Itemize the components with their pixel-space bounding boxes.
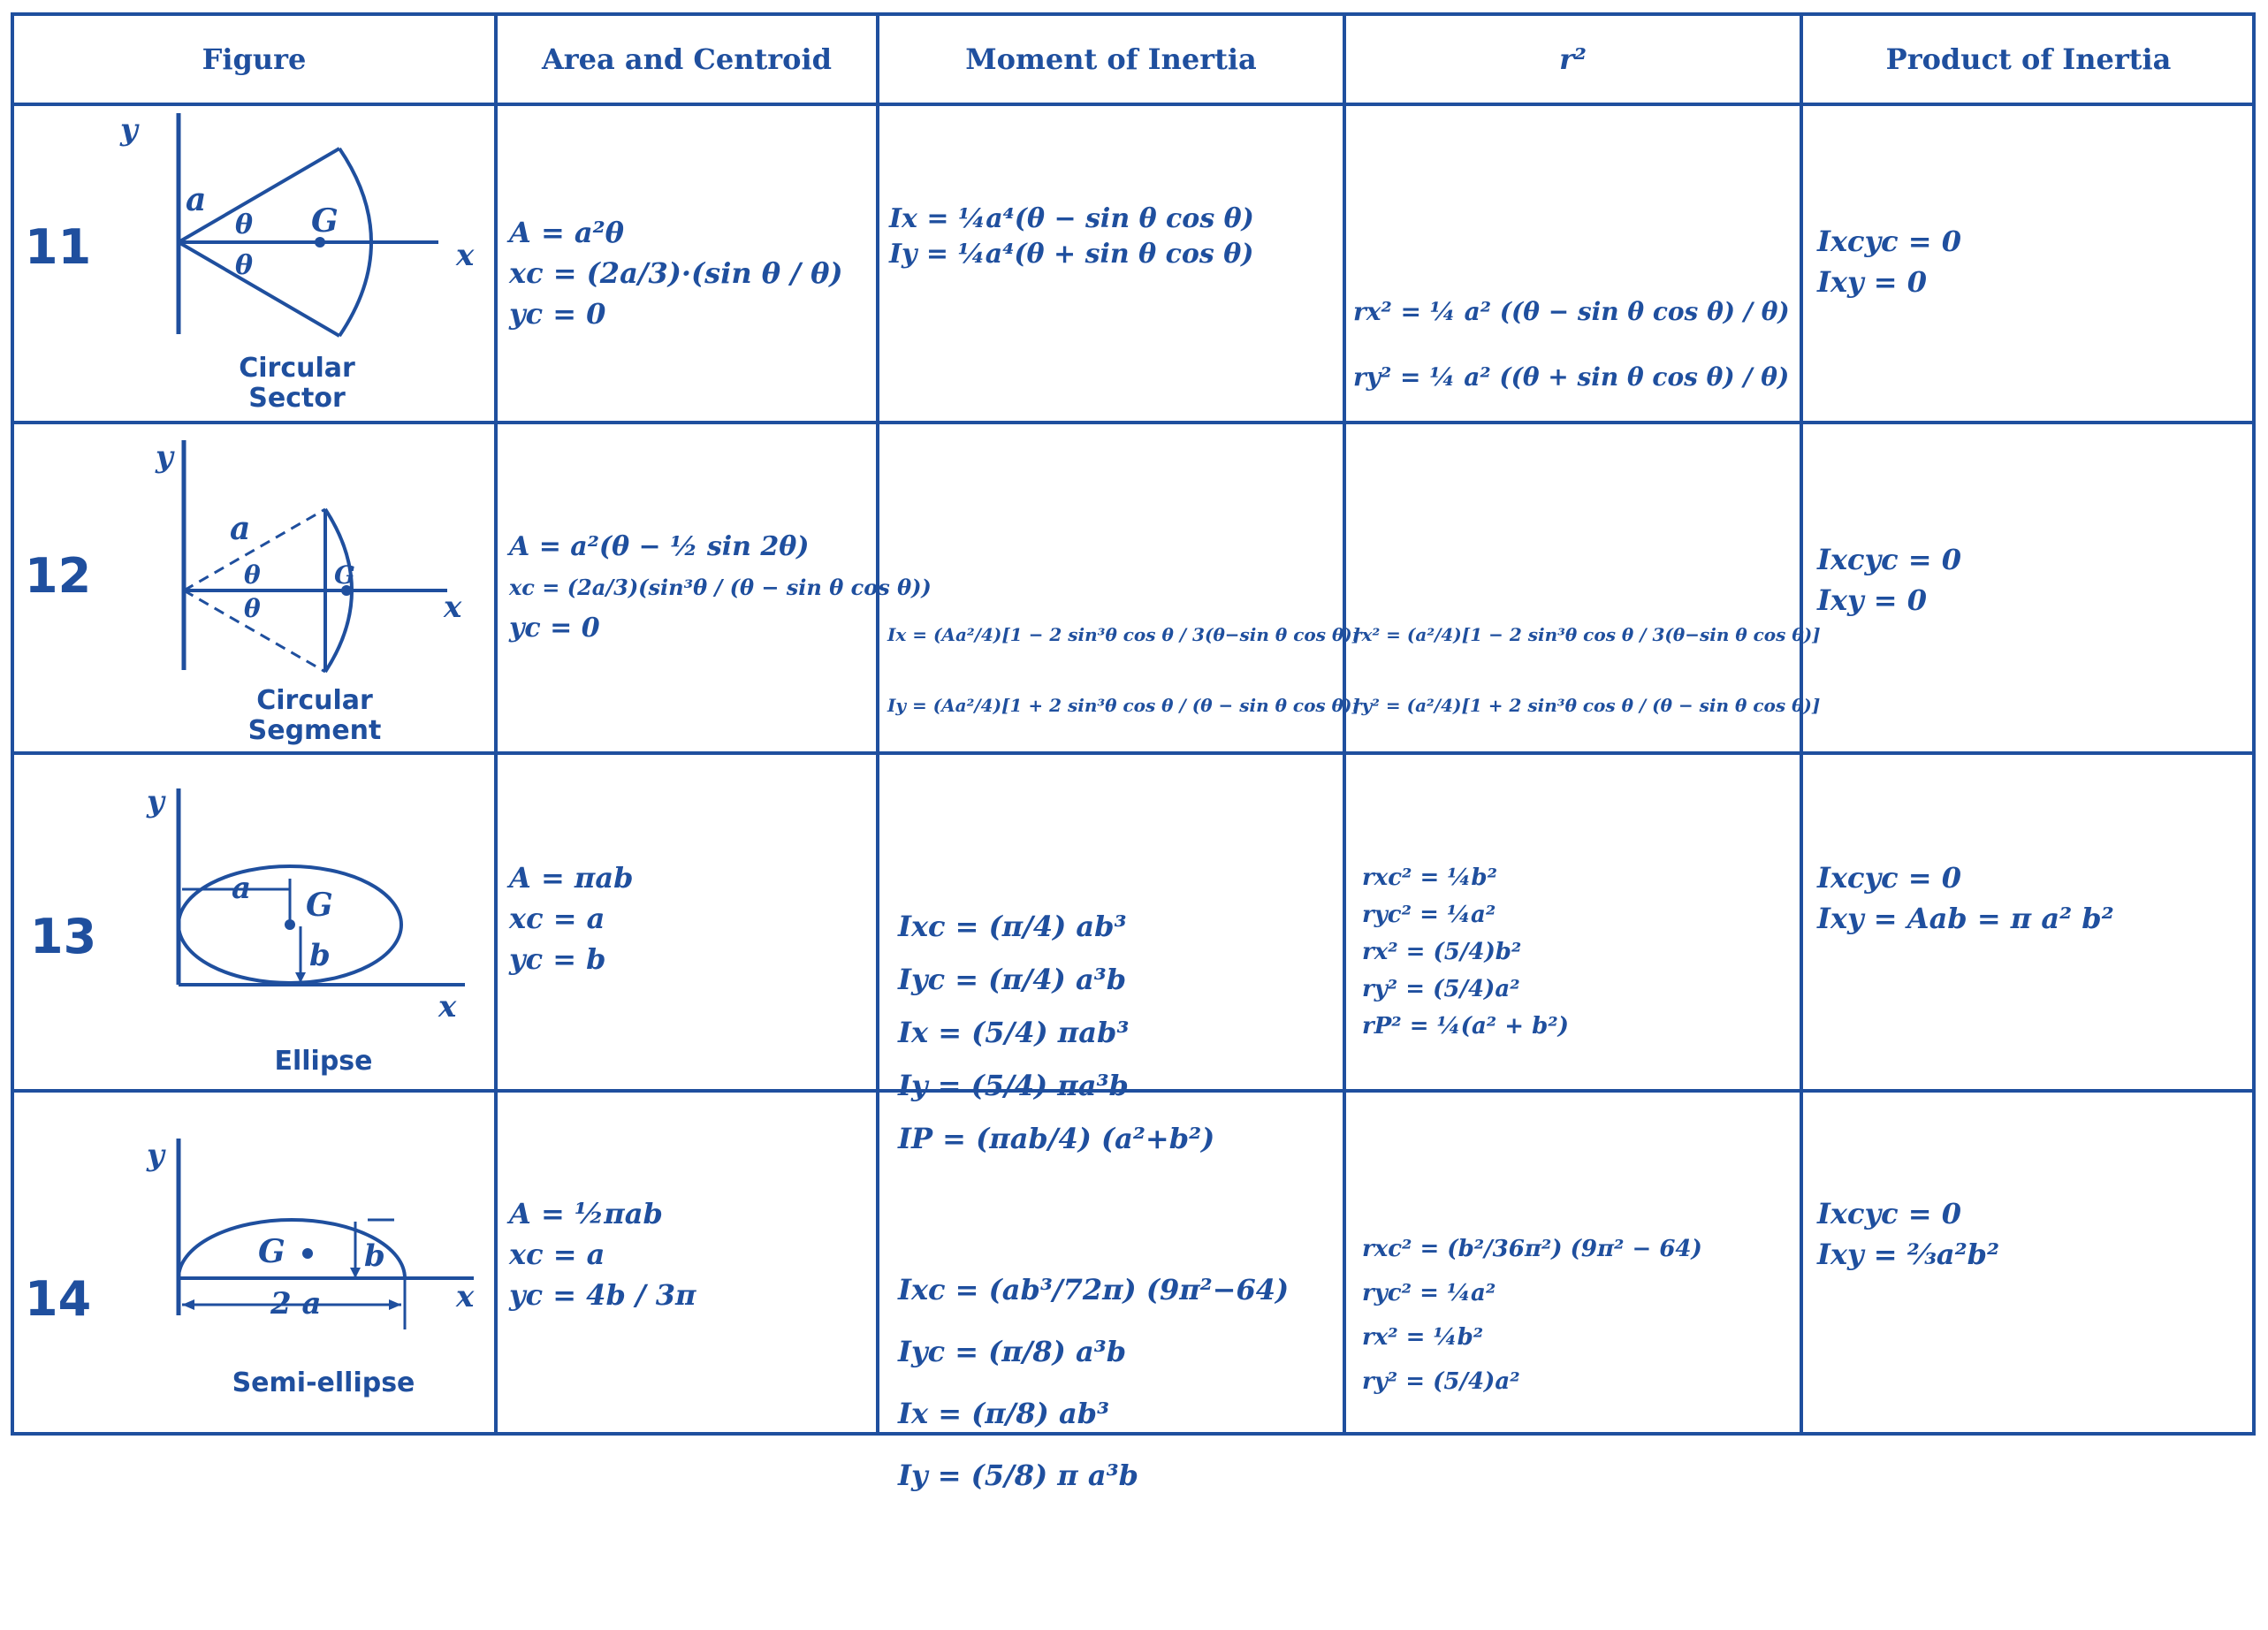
r-squared-cell: rx² = (a²/4)[1 − 2 sin³θ cos θ / 3(θ−sin… — [1352, 624, 1821, 716]
column-divider — [1343, 16, 1346, 1432]
header-figure: Figure — [202, 42, 307, 76]
semi-axis-b-label: b — [364, 1238, 385, 1274]
centroid-label: G — [334, 560, 355, 590]
moment-of-inertia-cell: Ixc = (π/4) ab³ Iyc = (π/4) a³b Ix = (5/4)… — [898, 910, 1215, 1155]
theta-label: θ — [235, 250, 253, 281]
header-area-centroid: Area and Centroid — [541, 42, 833, 76]
figure-name: Ellipse — [274, 1046, 373, 1077]
y-axis-label: y — [146, 784, 166, 819]
x-axis-label: x — [455, 238, 475, 273]
row-divider — [14, 1089, 2252, 1093]
product-of-inertia-cell: Ixcyc = 0 Ixy = 0 — [1817, 543, 1961, 617]
product-of-inertia-cell: Ixcyc = 0 Ixy = 0 — [1817, 225, 1961, 299]
row-number: 11 — [25, 219, 92, 275]
product-of-inertia-cell: Ixcyc = 0 Ixy = ⅔a²b² — [1817, 1197, 1999, 1271]
semi-axis-a-label: a — [232, 871, 251, 906]
radius-label: a — [186, 181, 206, 218]
circular-segment-figure: y x a θ θ G — [155, 439, 462, 674]
x-axis-label: x — [438, 989, 457, 1024]
centroid-label: G — [311, 202, 339, 240]
row-divider — [14, 751, 2252, 755]
theta-label: θ — [244, 560, 261, 590]
row-divider — [14, 103, 2252, 106]
column-divider — [494, 16, 498, 1432]
radius-label: a — [230, 510, 250, 547]
moment-of-inertia-cell: Ix = (Aa²/4)[1 − 2 sin³θ cos θ / 3(θ−sin… — [887, 624, 1361, 716]
r-squared-cell: rx² = ¼ a² ((θ − sin θ cos θ) / θ) ry² = … — [1353, 297, 1790, 392]
area-centroid-cell: A = ½πab xc = a yc = 4b / 3π — [509, 1197, 696, 1312]
header-product-of-inertia: Product of Inertia — [1885, 42, 2172, 76]
figure-name: Semi-ellipse — [232, 1367, 415, 1398]
major-axis-label: 2 a — [270, 1286, 322, 1322]
properties-table: Figure Area and Centroid Moment of Inert… — [11, 12, 2256, 1492]
figure-name: Circular Sector — [239, 353, 355, 414]
product-of-inertia-cell: Ixcyc = 0 Ixy = Aab = π a² b² — [1817, 861, 2114, 935]
area-centroid-cell: A = a²θ xc = (2a/3)·(sin θ / θ) yc = 0 — [509, 216, 843, 331]
area-centroid-cell: A = a²(θ − ½ sin 2θ) xc = (2a/3)(sin³θ / … — [509, 531, 932, 644]
column-divider — [876, 16, 879, 1432]
semi-ellipse-figure: y x G b 2 a — [146, 1138, 475, 1329]
y-axis-label: y — [146, 1138, 166, 1173]
header-r-squared: r² — [1559, 42, 1587, 76]
figure-name: Circular Segment — [247, 685, 382, 746]
r-squared-cell: rxc² = (b²/36π²) (9π² − 64) ryc² = ¼a² rx²… — [1362, 1236, 1702, 1395]
centroid-label: G — [258, 1233, 285, 1270]
column-divider — [1800, 16, 1803, 1432]
x-axis-label: x — [443, 590, 462, 625]
header-moment-of-inertia: Moment of Inertia — [965, 42, 1257, 76]
row-number: 13 — [30, 909, 97, 964]
area-centroid-cell: A = πab xc = a yc = b — [509, 861, 634, 976]
row-divider — [14, 421, 2252, 424]
theta-label: θ — [244, 594, 261, 623]
x-axis-label: x — [455, 1279, 475, 1314]
moment-of-inertia-cell: Ix = ¼a⁴(θ − sin θ cos θ) Iy = ¼a⁴(θ + si… — [889, 203, 1254, 270]
y-axis-label: y — [119, 112, 140, 148]
row-number: 14 — [25, 1271, 92, 1327]
row-number: 12 — [25, 548, 92, 604]
moment-of-inertia-cell: Ixc = (ab³/72π) (9π²−64) Iyc = (π/8) a³b I… — [898, 1273, 1290, 1492]
centroid-label: G — [306, 887, 333, 924]
ellipse-figure: y x a G b — [146, 784, 465, 1024]
semi-axis-b-label: b — [309, 938, 331, 973]
y-axis-label: y — [155, 439, 175, 475]
r-squared-cell: rxc² = ¼b² ryc² = ¼a² rx² = (5/4)b² ry² = (… — [1362, 865, 1569, 1040]
circular-sector-figure: y x a θ θ G — [119, 112, 475, 338]
theta-label: θ — [235, 209, 253, 240]
